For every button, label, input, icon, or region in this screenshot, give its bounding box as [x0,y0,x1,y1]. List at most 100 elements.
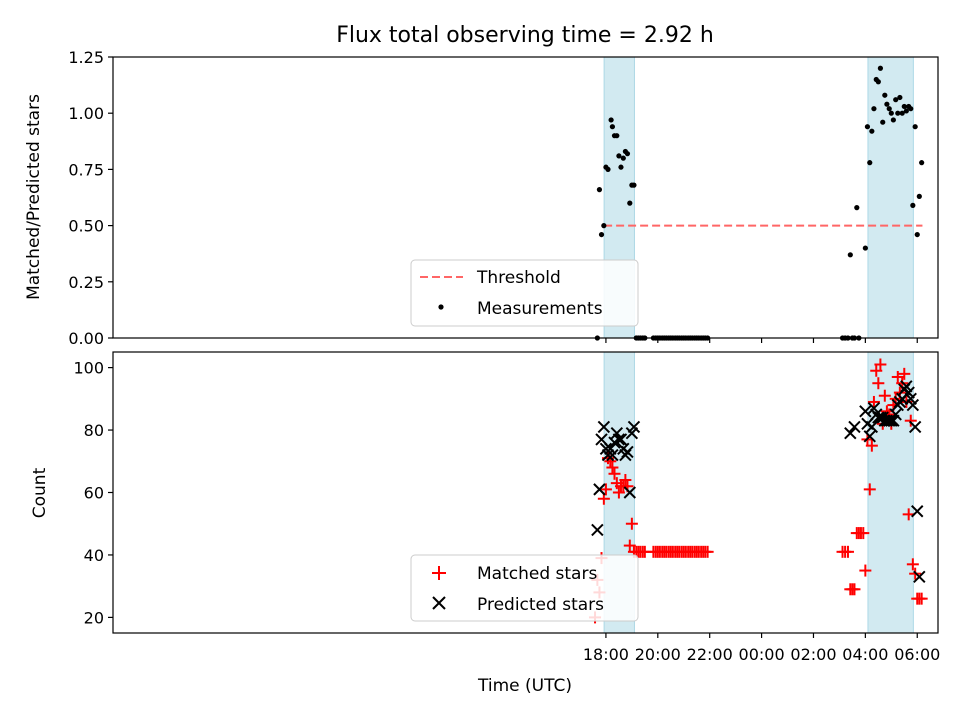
bottom-ylabel: Count [30,467,50,518]
predicted-star-point-b [848,420,861,434]
matched-star-point [915,592,928,605]
top-axes-frame [112,56,939,339]
matched-star-point [625,517,638,530]
measurement-point [908,106,914,112]
predicted-star-point [906,398,920,412]
matched-star-point [608,467,621,480]
measurement-point [847,252,853,258]
matched-star-point [599,483,612,496]
matched-star-point [870,364,883,377]
top-series-measurements [594,65,925,341]
bottom-series-predicted-stars [591,380,926,584]
measurement-point [893,97,899,103]
matched-legend-label: Matched stars [477,564,597,584]
predicted-star-point-b [591,523,604,537]
top-legend: Threshold Measurements [410,259,639,327]
matched-star-point [904,414,917,427]
predicted-star-point [844,426,857,440]
predicted-star-point-b [863,430,876,443]
measurement-point [897,94,903,101]
predicted-star-point-b [599,442,613,455]
matched-star-point [623,539,636,552]
predicted-star-point [908,420,922,434]
top-y-tick-label: 1.25 [68,48,104,67]
matched-legend-swatch [432,566,446,580]
matched-star-point [606,461,619,474]
predicted-star-point [612,433,626,446]
measurement-point [901,103,907,110]
top-y-tick-label: 1.00 [68,104,104,123]
predicted-star-point [597,420,611,434]
predicted-star-point-b [902,386,915,399]
predicted-star-point-b [593,483,606,496]
bottom-legend: Matched stars Predicted stars [410,554,639,622]
bottom-panel: 20 40 60 80 100 18:00 20:00 22:00 00:00 02:00 04:0… [73,351,940,664]
predicted-star-point [859,405,872,418]
matched-star-point [841,545,854,558]
predicted-star-point-b [610,426,624,440]
predicted-star-point-b [844,426,857,440]
measurement-point [895,110,901,116]
measurement-point [627,200,633,206]
matched-star-point [878,389,891,402]
matched-star-point [863,483,876,496]
top-y-tick-label: 0.00 [68,329,104,348]
matched-star-point [898,367,911,380]
bottom-y-tick-label: 80 [84,421,104,440]
bottom-legend-box [410,554,639,622]
predicted-legend-swatch [432,596,446,610]
measurement-point [631,182,637,188]
predicted-star-point-b [597,420,611,434]
matched-star-point [867,395,880,408]
matched-star-point [619,474,632,487]
x-tick-label: 20:00 [635,645,681,664]
measurement-point [598,231,605,238]
measurement-point [601,223,607,229]
predicted-star-point [872,411,885,424]
measurement-point [886,106,892,112]
measurement-point [877,65,884,71]
predicted-star-point-b [904,392,917,406]
predicted-star-point-b [606,448,619,462]
predicted-star-point-b [867,401,881,415]
predicted-star-point-b [908,420,922,434]
measurement-point [864,124,871,130]
predicted-star-point-b [623,486,636,499]
measurement-point [875,79,881,85]
top-legend-box [410,259,639,327]
matched-star-point [906,558,919,571]
measurement-point [903,108,909,114]
predicted-star-point [593,483,606,496]
predicted-star-point [621,445,634,459]
measurement-point [888,110,894,116]
bottom-y-tick-label: 60 [84,484,104,503]
predicted-star-point-b [889,408,902,421]
measurement-point [616,153,622,159]
measurement-point [867,160,873,166]
top-y-tick-label: 0.25 [68,273,104,292]
measurements-legend-swatch [438,304,444,310]
bottom-y-tick-label: 20 [84,608,104,627]
x-axis-label: Time (UTC) [477,676,572,696]
top-shaded-interval-2 [867,56,914,339]
matched-star-point [874,358,887,371]
predicted-star-point [606,448,619,462]
predicted-star-point-b [900,380,913,393]
predicted-star-point [863,430,876,443]
predicted-star-point-b [911,505,924,518]
measurement-point [871,106,877,112]
matched-star-point [902,508,915,521]
x-tick-label: 00:00 [739,645,785,664]
measurement-point [916,193,922,199]
measurement-point [884,101,890,107]
measurement-point [596,187,603,193]
predicted-star-point-b [614,433,628,446]
measurement-point [869,128,875,134]
measurement-point [608,117,614,123]
measurement-point [919,160,925,166]
predicted-star-point [627,420,641,434]
measurement-point [614,133,620,139]
predicted-star-point [885,414,898,427]
top-y-tick-label: 0.75 [68,160,104,179]
bottom-y-tick-label: 100 [73,359,104,378]
